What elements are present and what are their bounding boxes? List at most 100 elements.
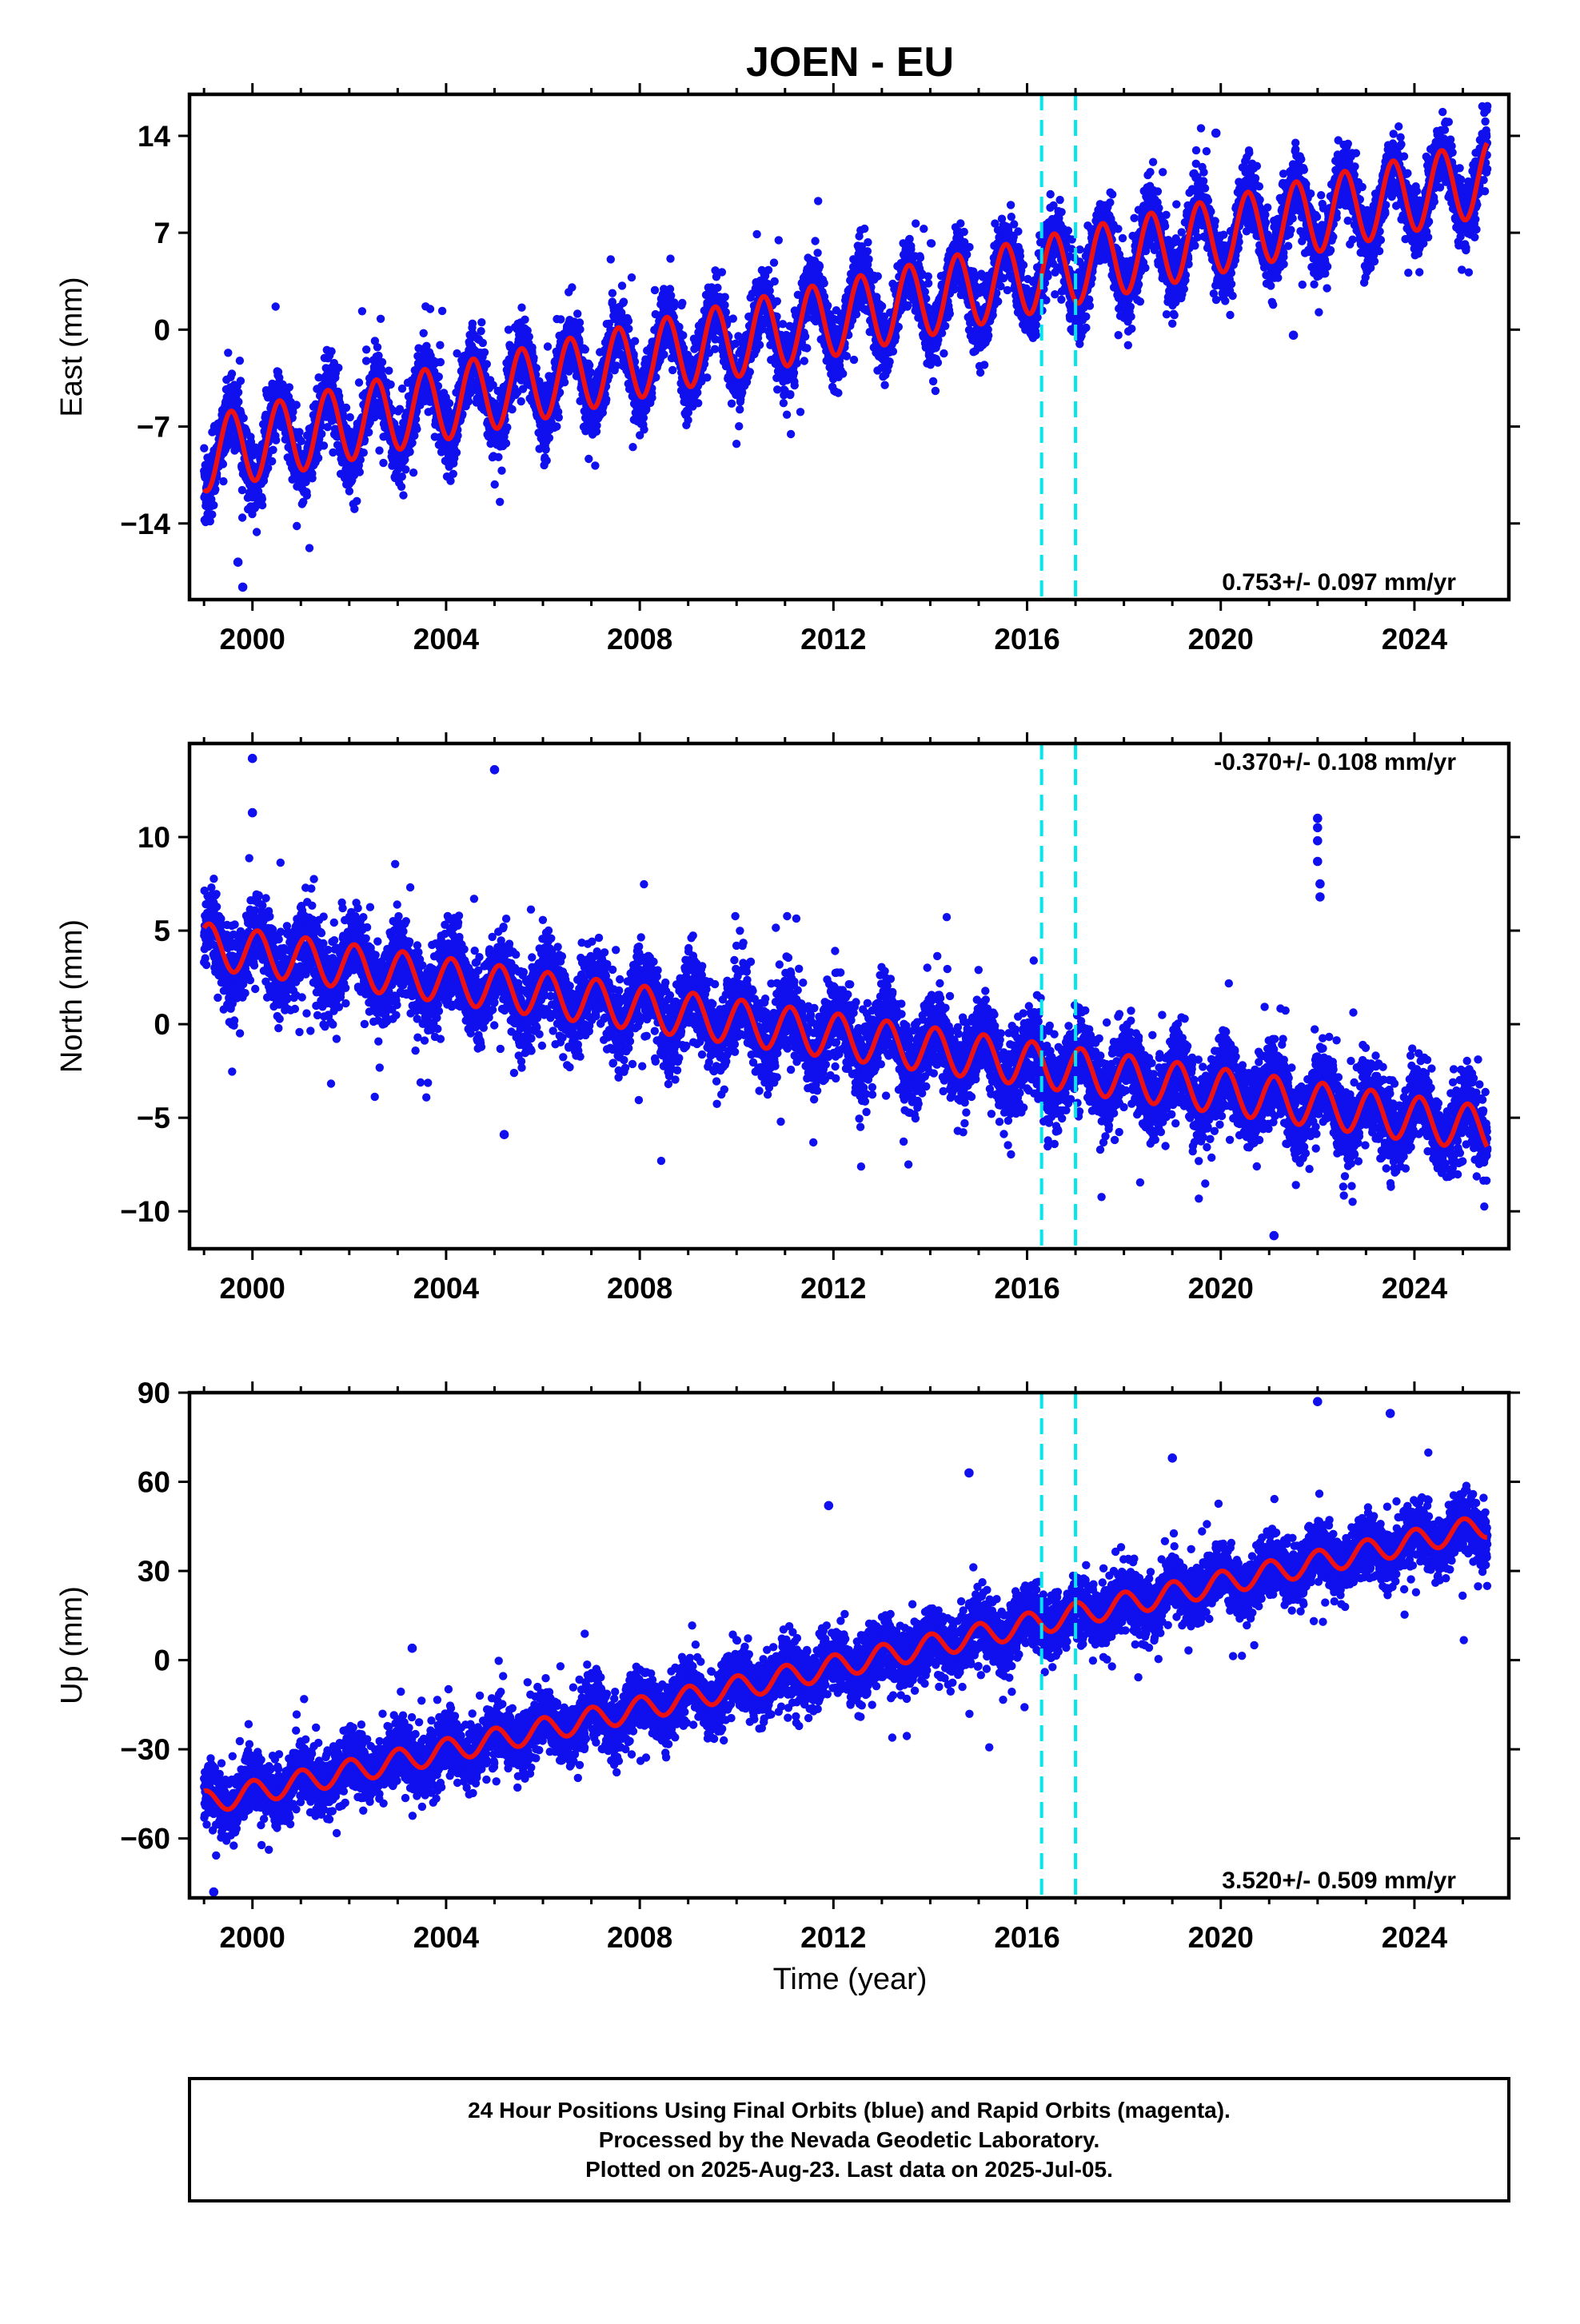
data-point [420, 329, 428, 337]
data-point [824, 301, 832, 309]
data-point [557, 315, 565, 323]
data-point [494, 453, 502, 461]
data-point [624, 325, 632, 333]
data-point [766, 287, 774, 295]
data-point [796, 408, 804, 416]
data-point [346, 413, 354, 421]
data-point [409, 468, 417, 476]
data-point [533, 364, 541, 372]
data-point [628, 443, 636, 451]
data-point [426, 305, 434, 313]
data-point [399, 491, 407, 499]
data-point [814, 197, 822, 205]
data-point [401, 465, 409, 473]
data-point [889, 347, 897, 355]
data-point [770, 258, 778, 266]
data-point [379, 459, 387, 467]
data-point [334, 364, 342, 372]
data-point [219, 477, 227, 485]
data-point [236, 357, 244, 365]
data-point [356, 468, 364, 476]
data-point [240, 414, 248, 422]
data-point [303, 492, 311, 500]
data-point [320, 441, 328, 449]
data-point [746, 368, 754, 376]
data-point [357, 456, 365, 464]
data-point [678, 299, 686, 307]
data-point [729, 314, 737, 322]
data-point [752, 230, 760, 238]
data-point [377, 315, 385, 323]
data-point [720, 301, 728, 309]
data-point [895, 323, 903, 331]
data-point [905, 235, 913, 243]
data-point [435, 373, 443, 381]
data-point [694, 399, 702, 407]
data-point [820, 279, 828, 287]
data-point [405, 448, 413, 456]
data-point [576, 325, 584, 333]
data-point [736, 405, 744, 413]
data-point [436, 341, 444, 349]
data-point [465, 397, 473, 405]
data-point [585, 361, 593, 369]
data-point [353, 497, 361, 505]
data-point [375, 446, 383, 454]
data-point [732, 440, 740, 448]
data-point [268, 457, 276, 465]
data-point [453, 349, 461, 357]
data-point [445, 399, 453, 407]
data-point [711, 345, 719, 353]
data-point [528, 344, 536, 352]
data-point [497, 467, 505, 475]
data-point [651, 286, 659, 294]
data-point [397, 483, 405, 491]
data-point [272, 436, 280, 444]
data-point [591, 461, 599, 469]
data-point [209, 501, 217, 509]
data-point [385, 367, 393, 375]
data-point [713, 284, 721, 292]
data-point [679, 331, 687, 339]
data-point [581, 345, 589, 353]
data-point [253, 528, 261, 536]
data-point [317, 430, 325, 438]
data-point [660, 350, 668, 358]
data-point [508, 405, 516, 413]
data-point [640, 425, 648, 433]
data-point [483, 360, 491, 368]
data-point [517, 397, 525, 405]
data-point [775, 236, 783, 244]
data-point [285, 383, 293, 391]
data-point [790, 369, 798, 377]
data-point [880, 381, 888, 389]
data-point [544, 342, 552, 350]
data-point [618, 281, 626, 289]
data-point [503, 423, 511, 431]
data-point [834, 389, 842, 397]
data-point [224, 349, 232, 357]
data-point [801, 333, 809, 341]
data-point [602, 396, 610, 404]
data-point [864, 255, 872, 263]
data-point [542, 445, 550, 453]
data-point [803, 344, 811, 352]
data-point [238, 486, 246, 494]
data-point [496, 498, 504, 506]
data-point [479, 339, 487, 347]
data-point [640, 414, 648, 422]
data-point [631, 337, 639, 345]
data-point [355, 378, 363, 386]
data-point [783, 411, 791, 419]
data-point [386, 381, 394, 389]
data-point [362, 345, 370, 353]
data-point [438, 307, 446, 315]
data-point [373, 343, 381, 351]
data-point [342, 404, 350, 412]
data-point [860, 225, 868, 233]
data-point [620, 297, 628, 305]
data-point [238, 513, 246, 521]
